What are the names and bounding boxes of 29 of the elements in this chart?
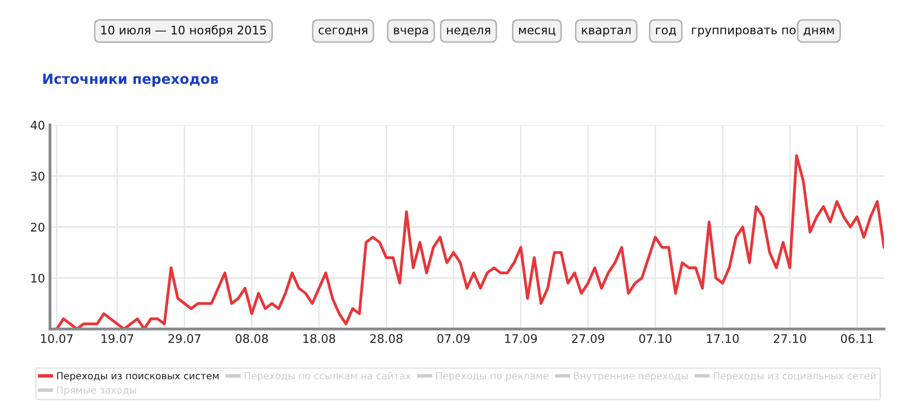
x-tick-label: 29.07 — [168, 334, 200, 343]
y-tick-label: 20 — [30, 222, 44, 232]
text: неделя — [447, 28, 490, 36]
x-tick-label: 08.08 — [236, 334, 268, 343]
text: сегодня — [318, 28, 368, 36]
y-tick-label: 30 — [31, 172, 44, 181]
x-tick-label: 27.10 — [774, 334, 806, 343]
text: месяц — [519, 28, 556, 36]
text: группировать по — [692, 28, 796, 37]
x-tick-label: 18.08 — [303, 334, 336, 343]
x-tick-label: 17.09 — [505, 334, 537, 343]
chart-title: Источники переходов — [43, 74, 218, 87]
text: 10 июля — 10 ноября 2015 — [101, 25, 266, 37]
text: год — [656, 28, 676, 36]
x-tick-label: 10.07 — [41, 334, 73, 343]
x-tick-label: 07.10 — [639, 334, 672, 343]
x-tick-label: 06.11 — [840, 334, 873, 343]
x-tick-label: 07.09 — [437, 334, 470, 343]
legend-label: Переходы из поисковых систем — [57, 372, 219, 382]
text: квартал — [582, 28, 630, 37]
line-series — [55, 154, 884, 329]
text: вчера — [394, 28, 428, 37]
y-tick-label: 40 — [30, 120, 44, 130]
y-tick-label: 10 — [31, 274, 44, 283]
x-tick-label: 27.09 — [572, 334, 604, 343]
x-tick-label: 28.08 — [370, 334, 402, 343]
x-tick-label: 19.07 — [102, 334, 134, 343]
text: дням — [804, 28, 834, 36]
x-tick-label: 17.10 — [706, 334, 739, 343]
